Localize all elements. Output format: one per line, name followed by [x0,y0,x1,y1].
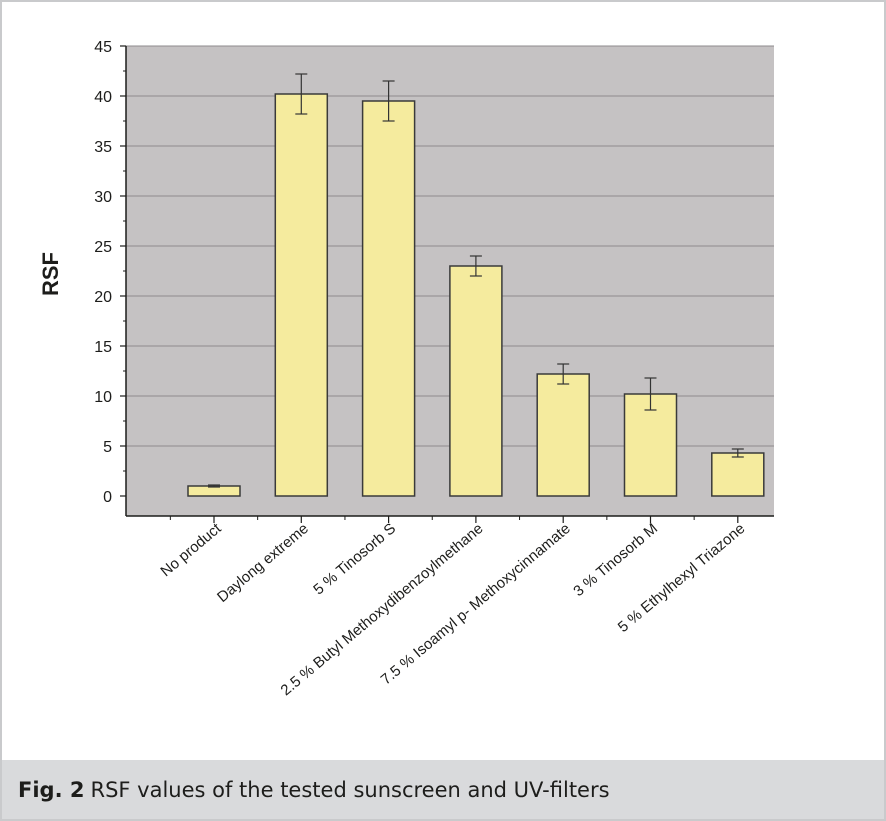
bar [274,93,329,497]
bar [449,265,503,497]
bar [361,100,416,497]
y-tick-label: 0 [103,489,112,506]
x-tick-label: Daylong extreme [214,520,312,606]
bar [711,452,765,497]
bars [187,93,765,497]
x-tick-label: 5 % Tinosorb S [310,520,399,598]
y-tick-label: 15 [94,339,112,356]
error-bars [208,73,744,488]
y-tick-label: 35 [94,139,112,156]
y-tick-label: 10 [94,389,112,406]
y-tick-label: 5 [103,439,112,456]
chart-area: 0 5 10 15 20 25 30 35 40 45 No product Daylong ext… [2,2,884,762]
caption-text: RSF values of the tested sunscreen and U… [90,777,610,802]
y-tick-label: 25 [94,239,112,256]
x-tick-label: No product [157,520,225,581]
y-tick-label: 45 [94,39,112,56]
y-tick-label: 40 [94,89,112,106]
y-tick-label: 20 [94,289,112,306]
bar [536,373,590,497]
x-tick-label: 7.5 % Isoamyl p- Methoxycinnamate [378,520,574,688]
bar [623,393,678,497]
x-tick-label: 3 % Tinosorb M [570,520,661,600]
y-tick-labels: 0 5 10 15 20 25 30 35 40 45 [94,39,112,506]
axes [120,45,774,523]
figure-caption: Fig. 2 RSF values of the tested sunscree… [2,760,884,819]
y-tick-label: 30 [94,189,112,206]
caption-figure-number: Fig. 2 [18,777,85,802]
y-axis-label: RSF [38,252,63,296]
